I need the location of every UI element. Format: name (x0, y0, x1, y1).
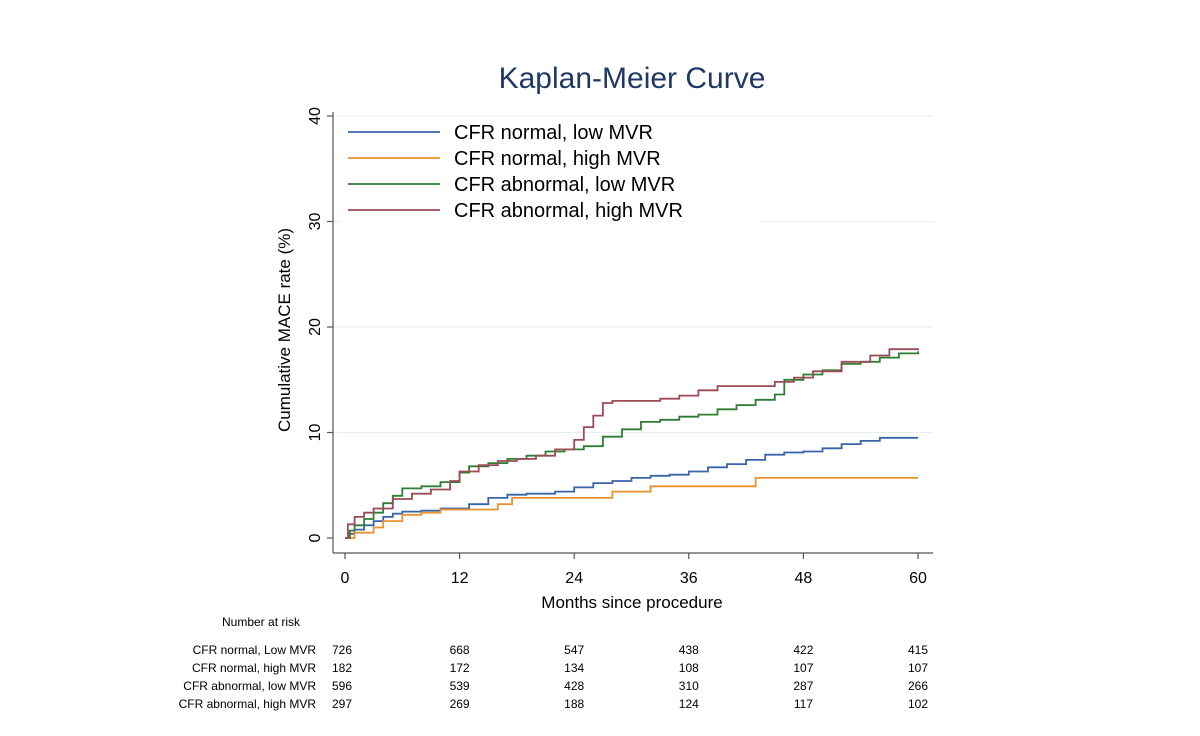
x-tick-label-36: 36 (680, 570, 698, 587)
x-tick-label-24: 24 (565, 570, 583, 587)
series-group (345, 348, 919, 539)
risk-cell-1-60: 415 (908, 643, 928, 657)
risk-cell-2-36: 108 (679, 661, 699, 675)
risk-cell-1-0: 726 (332, 643, 352, 657)
risk-cell-3-0: 596 (332, 679, 352, 693)
x-tick-label-48: 48 (795, 570, 813, 587)
x-tick-label-60: 60 (909, 570, 927, 587)
x-tick-label-12: 12 (451, 570, 469, 587)
risk-row-label-2: CFR normal, high MVR (192, 661, 316, 675)
y-tick-label-20: 20 (307, 318, 324, 336)
risk-cell-1-48: 422 (793, 643, 813, 657)
y-tick-label-30: 30 (307, 213, 324, 231)
risk-cell-4-0: 297 (332, 697, 352, 711)
risk-cell-3-12: 539 (450, 679, 470, 693)
risk-row-label-4: CFR abnormal, high MVR (179, 697, 317, 711)
y-tick-label-10: 10 (307, 424, 324, 442)
y-tick-label-40: 40 (307, 107, 324, 125)
risk-cell-3-24: 428 (564, 679, 584, 693)
risk-cell-4-12: 269 (450, 697, 470, 711)
risk-cell-4-24: 188 (564, 697, 584, 711)
risk-cell-2-24: 134 (564, 661, 584, 675)
risk-cell-2-48: 107 (793, 661, 813, 675)
y-tick-label-0: 0 (307, 533, 324, 542)
legend: CFR normal, low MVR CFR normal, high MVR C… (340, 118, 760, 226)
risk-cell-3-48: 287 (793, 679, 813, 693)
risk-cell-2-60: 107 (908, 661, 928, 675)
risk-cell-4-48: 117 (794, 697, 813, 711)
legend-label-3: CFR abnormal, low MVR (454, 174, 675, 196)
risk-cell-3-60: 266 (908, 679, 928, 693)
series-line-4 (345, 348, 919, 539)
legend-label-1: CFR normal, low MVR (454, 122, 653, 144)
risk-cell-3-36: 310 (679, 679, 699, 693)
risk-cell-2-12: 172 (450, 661, 470, 675)
risk-cell-1-12: 668 (450, 643, 470, 657)
x-axis-label: Months since procedure (541, 593, 722, 612)
risk-cell-1-36: 438 (679, 643, 699, 657)
series-line-2 (345, 477, 918, 539)
legend-label-2: CFR normal, high MVR (454, 148, 661, 170)
series-line-1 (345, 436, 918, 539)
risk-cell-2-0: 182 (332, 661, 352, 675)
risk-cell-1-24: 547 (564, 643, 584, 657)
risk-row-label-3: CFR abnormal, low MVR (183, 679, 316, 693)
risk-cell-4-36: 124 (679, 697, 699, 711)
risk-row-label-1: CFR normal, Low MVR (193, 643, 317, 657)
chart-title: Kaplan-Meier Curve (499, 62, 766, 95)
x-tick-label-0: 0 (341, 570, 350, 587)
y-axis-label: Cumulative MACE rate (%) (275, 228, 294, 432)
risk-table: Number at risk CFR normal, Low MVR 726 668 5… (179, 615, 929, 711)
axes: 0 10 20 30 40 0 12 24 36 48 60 (307, 107, 933, 587)
risk-table-header: Number at risk (222, 615, 301, 629)
risk-cell-4-60: 102 (908, 697, 928, 711)
legend-box (340, 118, 760, 226)
legend-label-4: CFR abnormal, high MVR (454, 200, 683, 222)
